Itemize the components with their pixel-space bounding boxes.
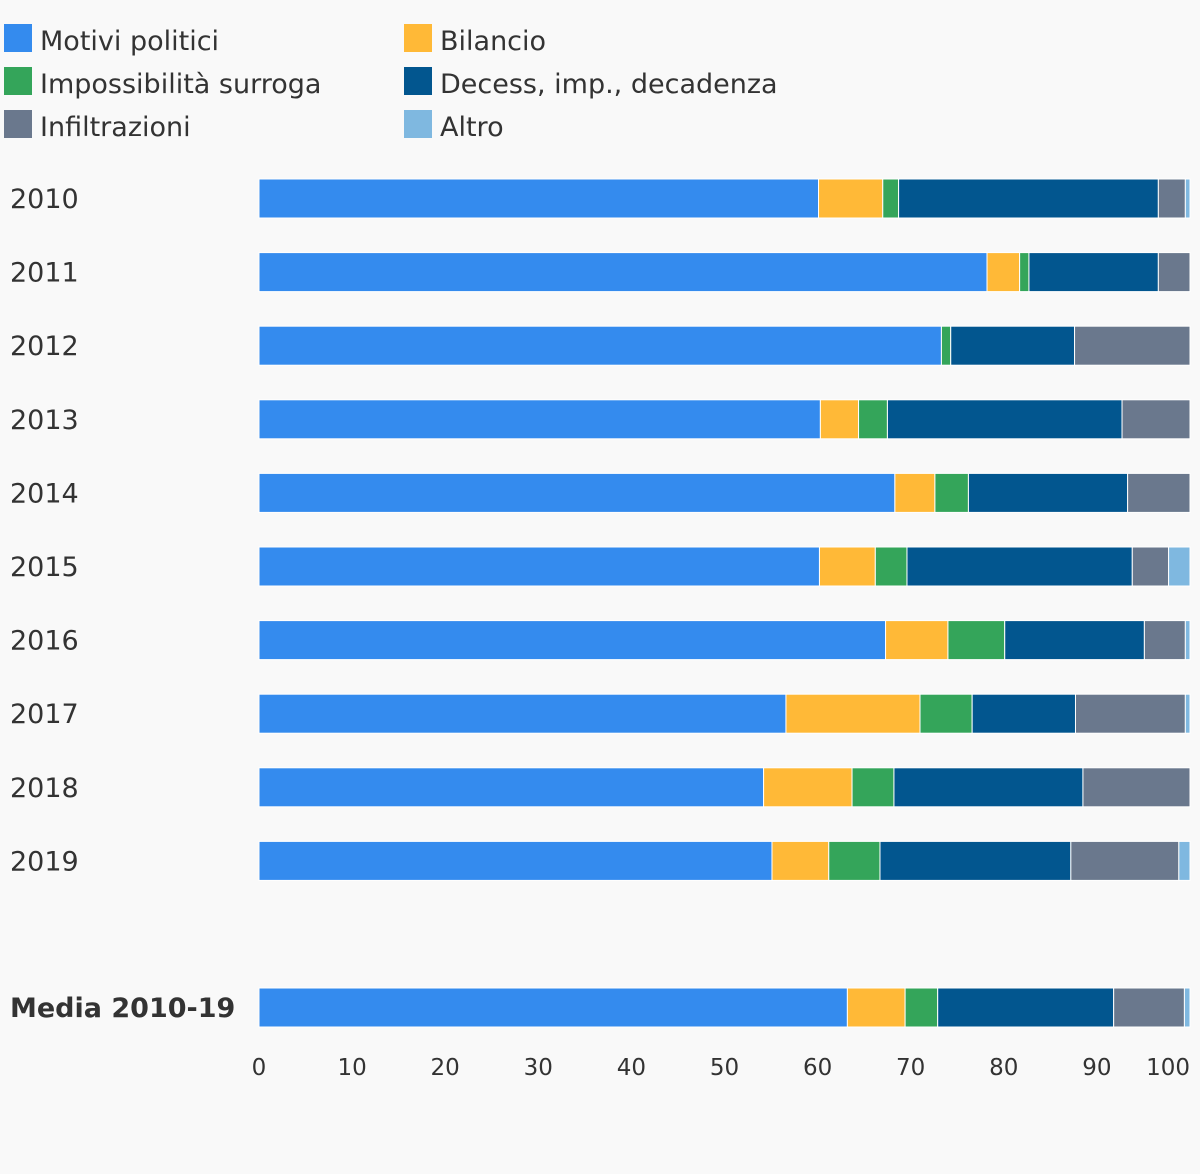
legend: Motivi politici Bilancio Impossibilità sur… (4, 24, 778, 143)
bar-2011-decess-imp-decadenza (1028, 252, 1159, 293)
legend-label-bilancio: Bilancio (440, 26, 546, 57)
bar-2010-infiltrazioni (1157, 178, 1186, 219)
bar-2018-motivi-politici (258, 767, 765, 808)
category-label-2011: 2011 (10, 258, 79, 289)
bar-2017-impossibilita-surroga (919, 693, 973, 734)
x-tick-10: 10 (337, 1055, 366, 1081)
x-tick-50: 50 (710, 1055, 739, 1081)
x-tick-90: 90 (1082, 1055, 1111, 1081)
bar-2017-altro (1184, 693, 1191, 734)
bar-media-2010-19-infiltrazioni (1113, 987, 1185, 1028)
bar-2011-bilancio (986, 252, 1021, 293)
category-labels: 2010 2011 2012 2013 2014 2015 2016 2017 2018 2019… (10, 184, 235, 1024)
bar-2017-motivi-politici (258, 693, 787, 734)
bar-2015-impossibilita-surroga (874, 546, 908, 587)
x-tick-20: 20 (431, 1055, 460, 1081)
category-label-2017: 2017 (10, 699, 79, 730)
bar-2010-motivi-politici (258, 178, 820, 219)
legend-label-altro: Altro (440, 112, 504, 143)
category-label-media-2010-19: Media 2010-19 (10, 993, 235, 1024)
bar-2015-altro (1168, 546, 1191, 587)
bar-2011-impossibilita-surroga (1019, 252, 1030, 293)
category-label-2010: 2010 (10, 184, 79, 215)
bar-media-2010-19-decess-imp-decadenza (937, 987, 1115, 1028)
bar-2014-decess-imp-decadenza (967, 472, 1129, 513)
bar-2010-altro (1184, 178, 1191, 219)
bar-2016-decess-imp-decadenza (1004, 620, 1145, 661)
bar-2017-decess-imp-decadenza (971, 693, 1076, 734)
bar-media-2010-19-motivi-politici (258, 987, 848, 1028)
bar-2016-motivi-politici (258, 620, 887, 661)
bar-2013-impossibilita-surroga (858, 399, 888, 440)
bar-2015-bilancio (818, 546, 876, 587)
bar-2014-infiltrazioni (1127, 472, 1191, 513)
bar-2019-motivi-politici (258, 840, 773, 881)
bar-2012-decess-imp-decadenza (950, 325, 1076, 366)
category-label-2018: 2018 (10, 773, 79, 804)
bar-2014-motivi-politici (258, 472, 896, 513)
bar-2011-infiltrazioni (1157, 252, 1191, 293)
bar-2013-infiltrazioni (1121, 399, 1191, 440)
bar-2016-bilancio (885, 620, 949, 661)
bar-2014-bilancio (894, 472, 936, 513)
bar-2015-motivi-politici (258, 546, 820, 587)
bar-2012-infiltrazioni (1074, 325, 1191, 366)
category-label-2013: 2013 (10, 405, 79, 436)
bar-2014-impossibilita-surroga (934, 472, 969, 513)
bar-2015-infiltrazioni (1131, 546, 1170, 587)
category-label-2014: 2014 (10, 478, 79, 509)
bar-2019-impossibilita-surroga (828, 840, 881, 881)
legend-label-decess-imp-decadenza: Decess, imp., decadenza (440, 69, 778, 100)
bar-2012-motivi-politici (258, 325, 942, 366)
legend-swatch-bilancio (404, 24, 432, 52)
bar-media-2010-19-altro (1183, 987, 1191, 1028)
bar-2018-infiltrazioni (1082, 767, 1191, 808)
legend-label-motivi-politici: Motivi politici (40, 26, 219, 57)
bar-2016-altro (1184, 620, 1191, 661)
bar-2013-motivi-politici (258, 399, 821, 440)
bar-2011-motivi-politici (258, 252, 988, 293)
bar-2013-bilancio (819, 399, 860, 440)
legend-swatch-altro (404, 110, 432, 138)
bar-2019-decess-imp-decadenza (879, 840, 1072, 881)
legend-label-infiltrazioni: Infiltrazioni (40, 112, 191, 143)
category-label-2019: 2019 (10, 846, 79, 877)
x-tick-0: 0 (252, 1055, 267, 1081)
legend-label-impossibilita-surroga: Impossibilità surroga (40, 69, 321, 100)
bar-2016-infiltrazioni (1143, 620, 1186, 661)
bar-2013-decess-imp-decadenza (886, 399, 1123, 440)
legend-swatch-decess-imp-decadenza (404, 67, 432, 95)
bar-2012-impossibilita-surroga (940, 325, 952, 366)
legend-swatch-motivi-politici (4, 24, 32, 52)
bar-media-2010-19-bilancio (846, 987, 906, 1028)
bar-2010-impossibilita-surroga (882, 178, 900, 219)
x-axis-ticks: 0 10 20 30 40 50 60 70 80 90 100 (252, 1055, 1190, 1081)
x-tick-100: 100 (1146, 1055, 1190, 1081)
bar-2017-bilancio (785, 693, 921, 734)
x-tick-60: 60 (803, 1055, 832, 1081)
x-tick-80: 80 (989, 1055, 1018, 1081)
bar-2017-infiltrazioni (1074, 693, 1186, 734)
x-tick-40: 40 (617, 1055, 646, 1081)
bar-2015-decess-imp-decadenza (906, 546, 1133, 587)
bar-2016-impossibilita-surroga (947, 620, 1006, 661)
bar-2019-bilancio (771, 840, 830, 881)
category-label-2016: 2016 (10, 626, 79, 657)
bar-2018-bilancio (763, 767, 853, 808)
legend-swatch-infiltrazioni (4, 110, 32, 138)
bar-2018-decess-imp-decadenza (893, 767, 1084, 808)
bar-media-2010-19-impossibilita-surroga (904, 987, 939, 1028)
category-label-2015: 2015 (10, 552, 79, 583)
legend-swatch-impossibilita-surroga (4, 67, 32, 95)
x-tick-30: 30 (524, 1055, 553, 1081)
bar-2019-altro (1178, 840, 1191, 881)
bar-2018-impossibilita-surroga (851, 767, 895, 808)
bar-2010-decess-imp-decadenza (898, 178, 1159, 219)
bar-2019-infiltrazioni (1070, 840, 1180, 881)
category-label-2012: 2012 (10, 331, 79, 362)
bars (258, 178, 1191, 1028)
x-tick-70: 70 (896, 1055, 925, 1081)
bar-2010-bilancio (818, 178, 884, 219)
